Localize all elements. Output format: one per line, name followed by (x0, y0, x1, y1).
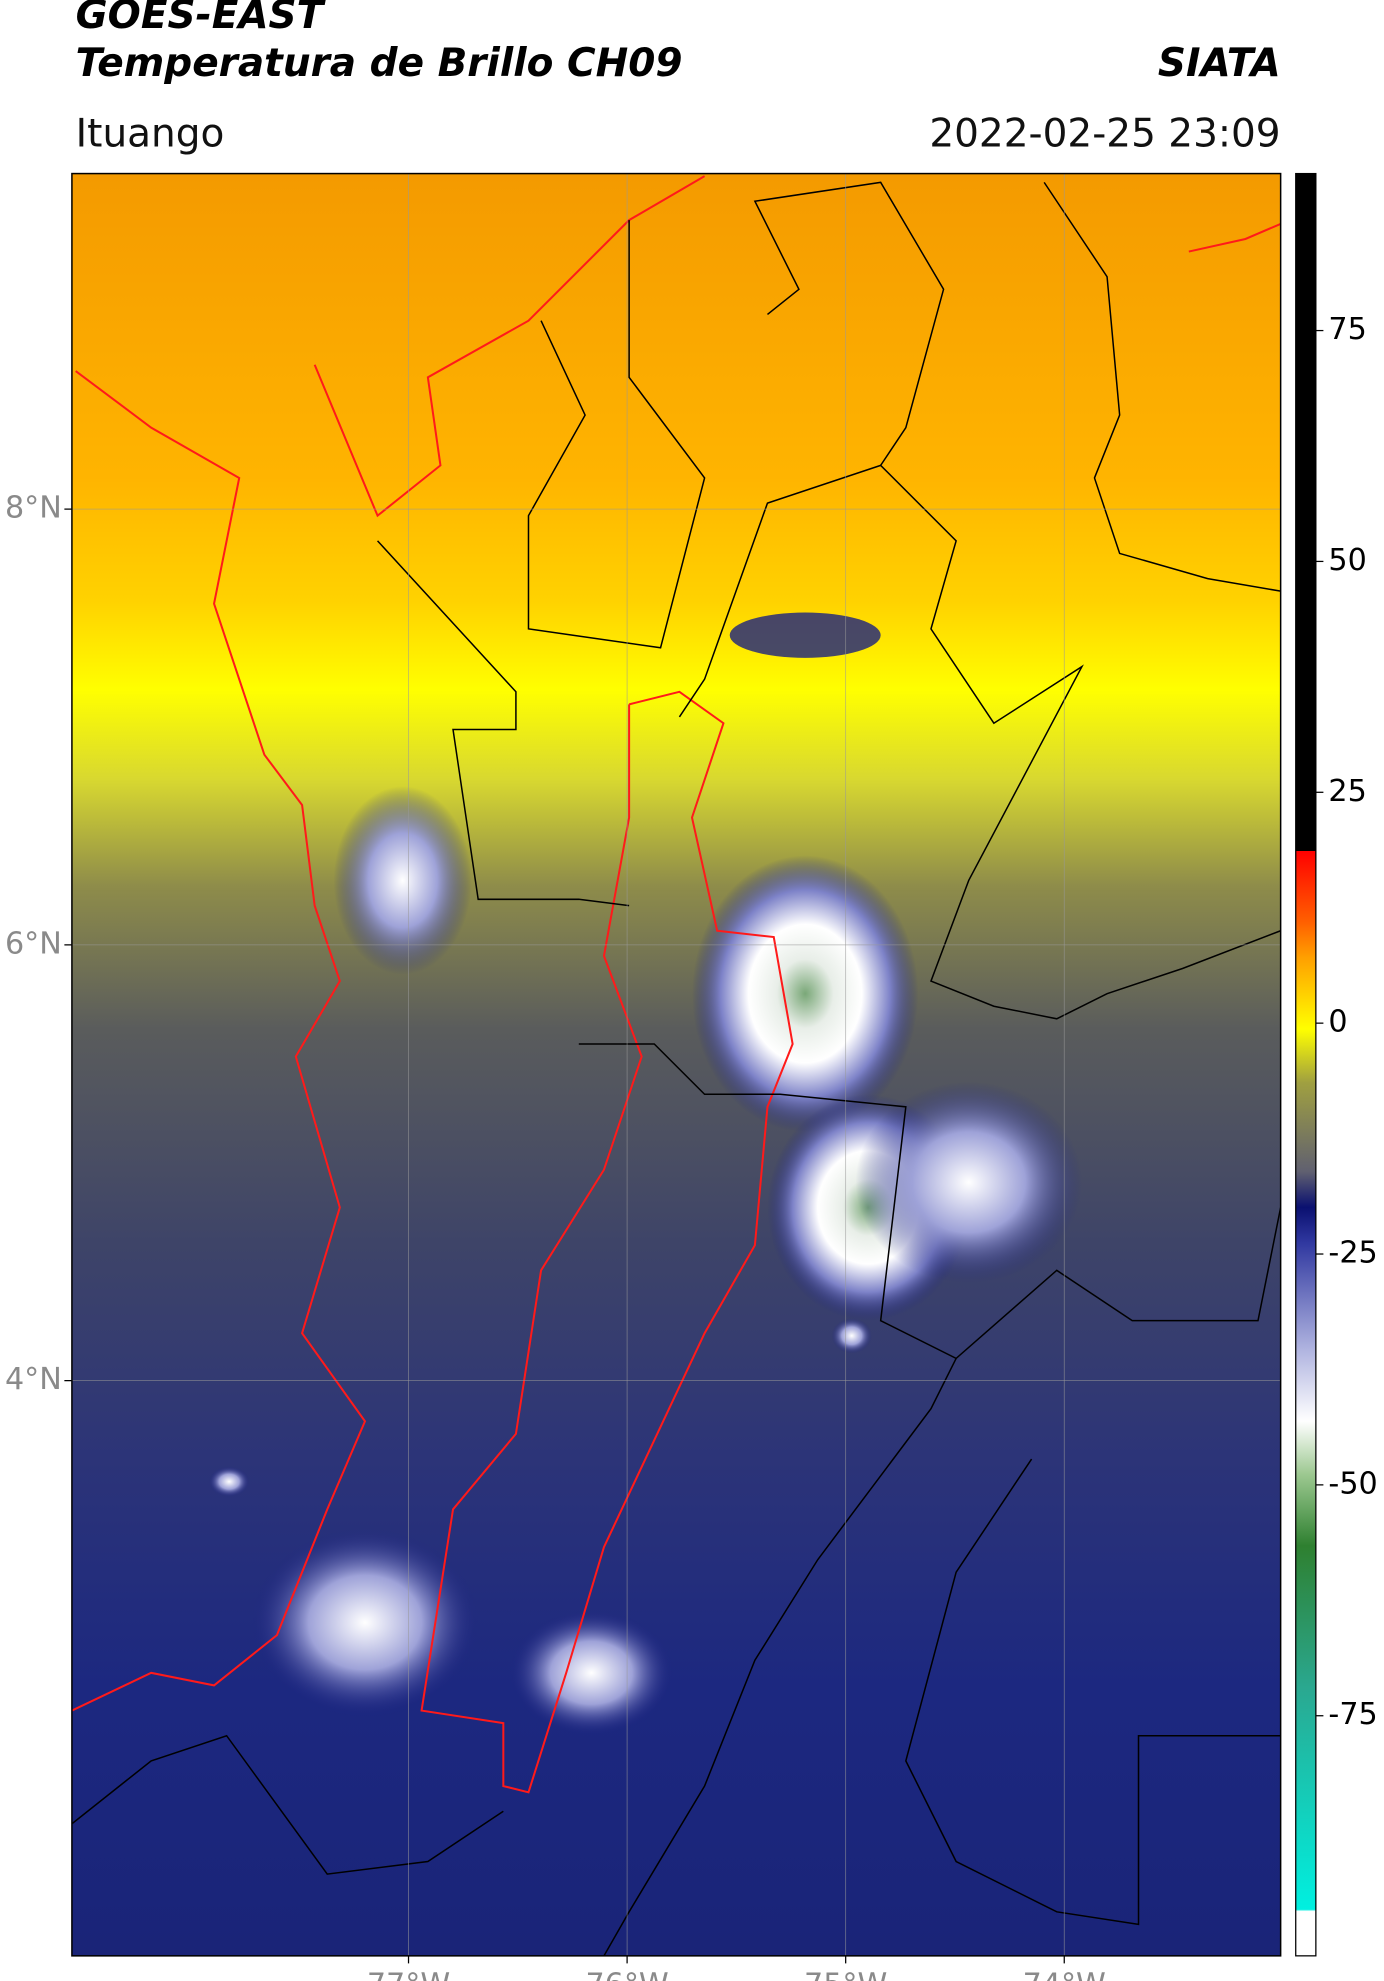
cloud (251, 1528, 479, 1717)
map-frame (71, 172, 1282, 1957)
map-imagery (71, 173, 1281, 1956)
cloud (509, 1609, 674, 1736)
cloud (692, 855, 919, 1132)
colorbar-tick-label: -25 (1328, 1236, 1377, 1271)
colorbar-tick-label: -50 (1328, 1466, 1377, 1501)
region: Ituango (76, 111, 225, 156)
colorbar-tick-label: 75 (1328, 312, 1366, 347)
boundary (376, 540, 630, 907)
cloud (209, 1466, 250, 1497)
boundary (578, 1043, 1281, 1360)
source: SIATA (1158, 41, 1281, 86)
y-tick-label: 8°N (5, 491, 62, 526)
boundary (905, 1458, 1281, 1926)
boundary (678, 464, 881, 718)
datetime: 2022-02-25 23:09 (929, 111, 1280, 156)
subtitle: Temperatura de Brillo CH09 (76, 41, 683, 86)
colorbar-tick-label: -75 (1328, 1697, 1377, 1732)
cloud (729, 612, 881, 658)
boundary (71, 1734, 504, 1875)
x-tick-label: 76°W (585, 1968, 668, 1981)
colorbar-tick-label: 0 (1328, 1005, 1347, 1040)
coastline (1188, 222, 1281, 253)
y-tick-label: 4°N (5, 1362, 62, 1397)
x-tick-label: 75°W (804, 1968, 887, 1981)
x-tick-label: 74°W (1023, 1968, 1106, 1981)
colorbar (1295, 172, 1317, 1957)
boundary (527, 220, 706, 649)
x-tick-label: 77°W (367, 1968, 450, 1981)
boundary (420, 690, 794, 1794)
map-grid (71, 173, 1281, 1956)
cloud (855, 1081, 1082, 1283)
y-tick-label: 6°N (5, 926, 62, 961)
title: GOES-EAST (76, 0, 327, 38)
boundary (753, 181, 1281, 1020)
cloud (831, 1318, 872, 1354)
boundary (603, 1358, 957, 1956)
cloud (333, 786, 472, 975)
boundary (1043, 181, 1281, 592)
colorbar-tick-label: 25 (1328, 774, 1366, 809)
coastline (71, 370, 367, 1712)
colorbar-tick-label: 50 (1328, 543, 1366, 578)
